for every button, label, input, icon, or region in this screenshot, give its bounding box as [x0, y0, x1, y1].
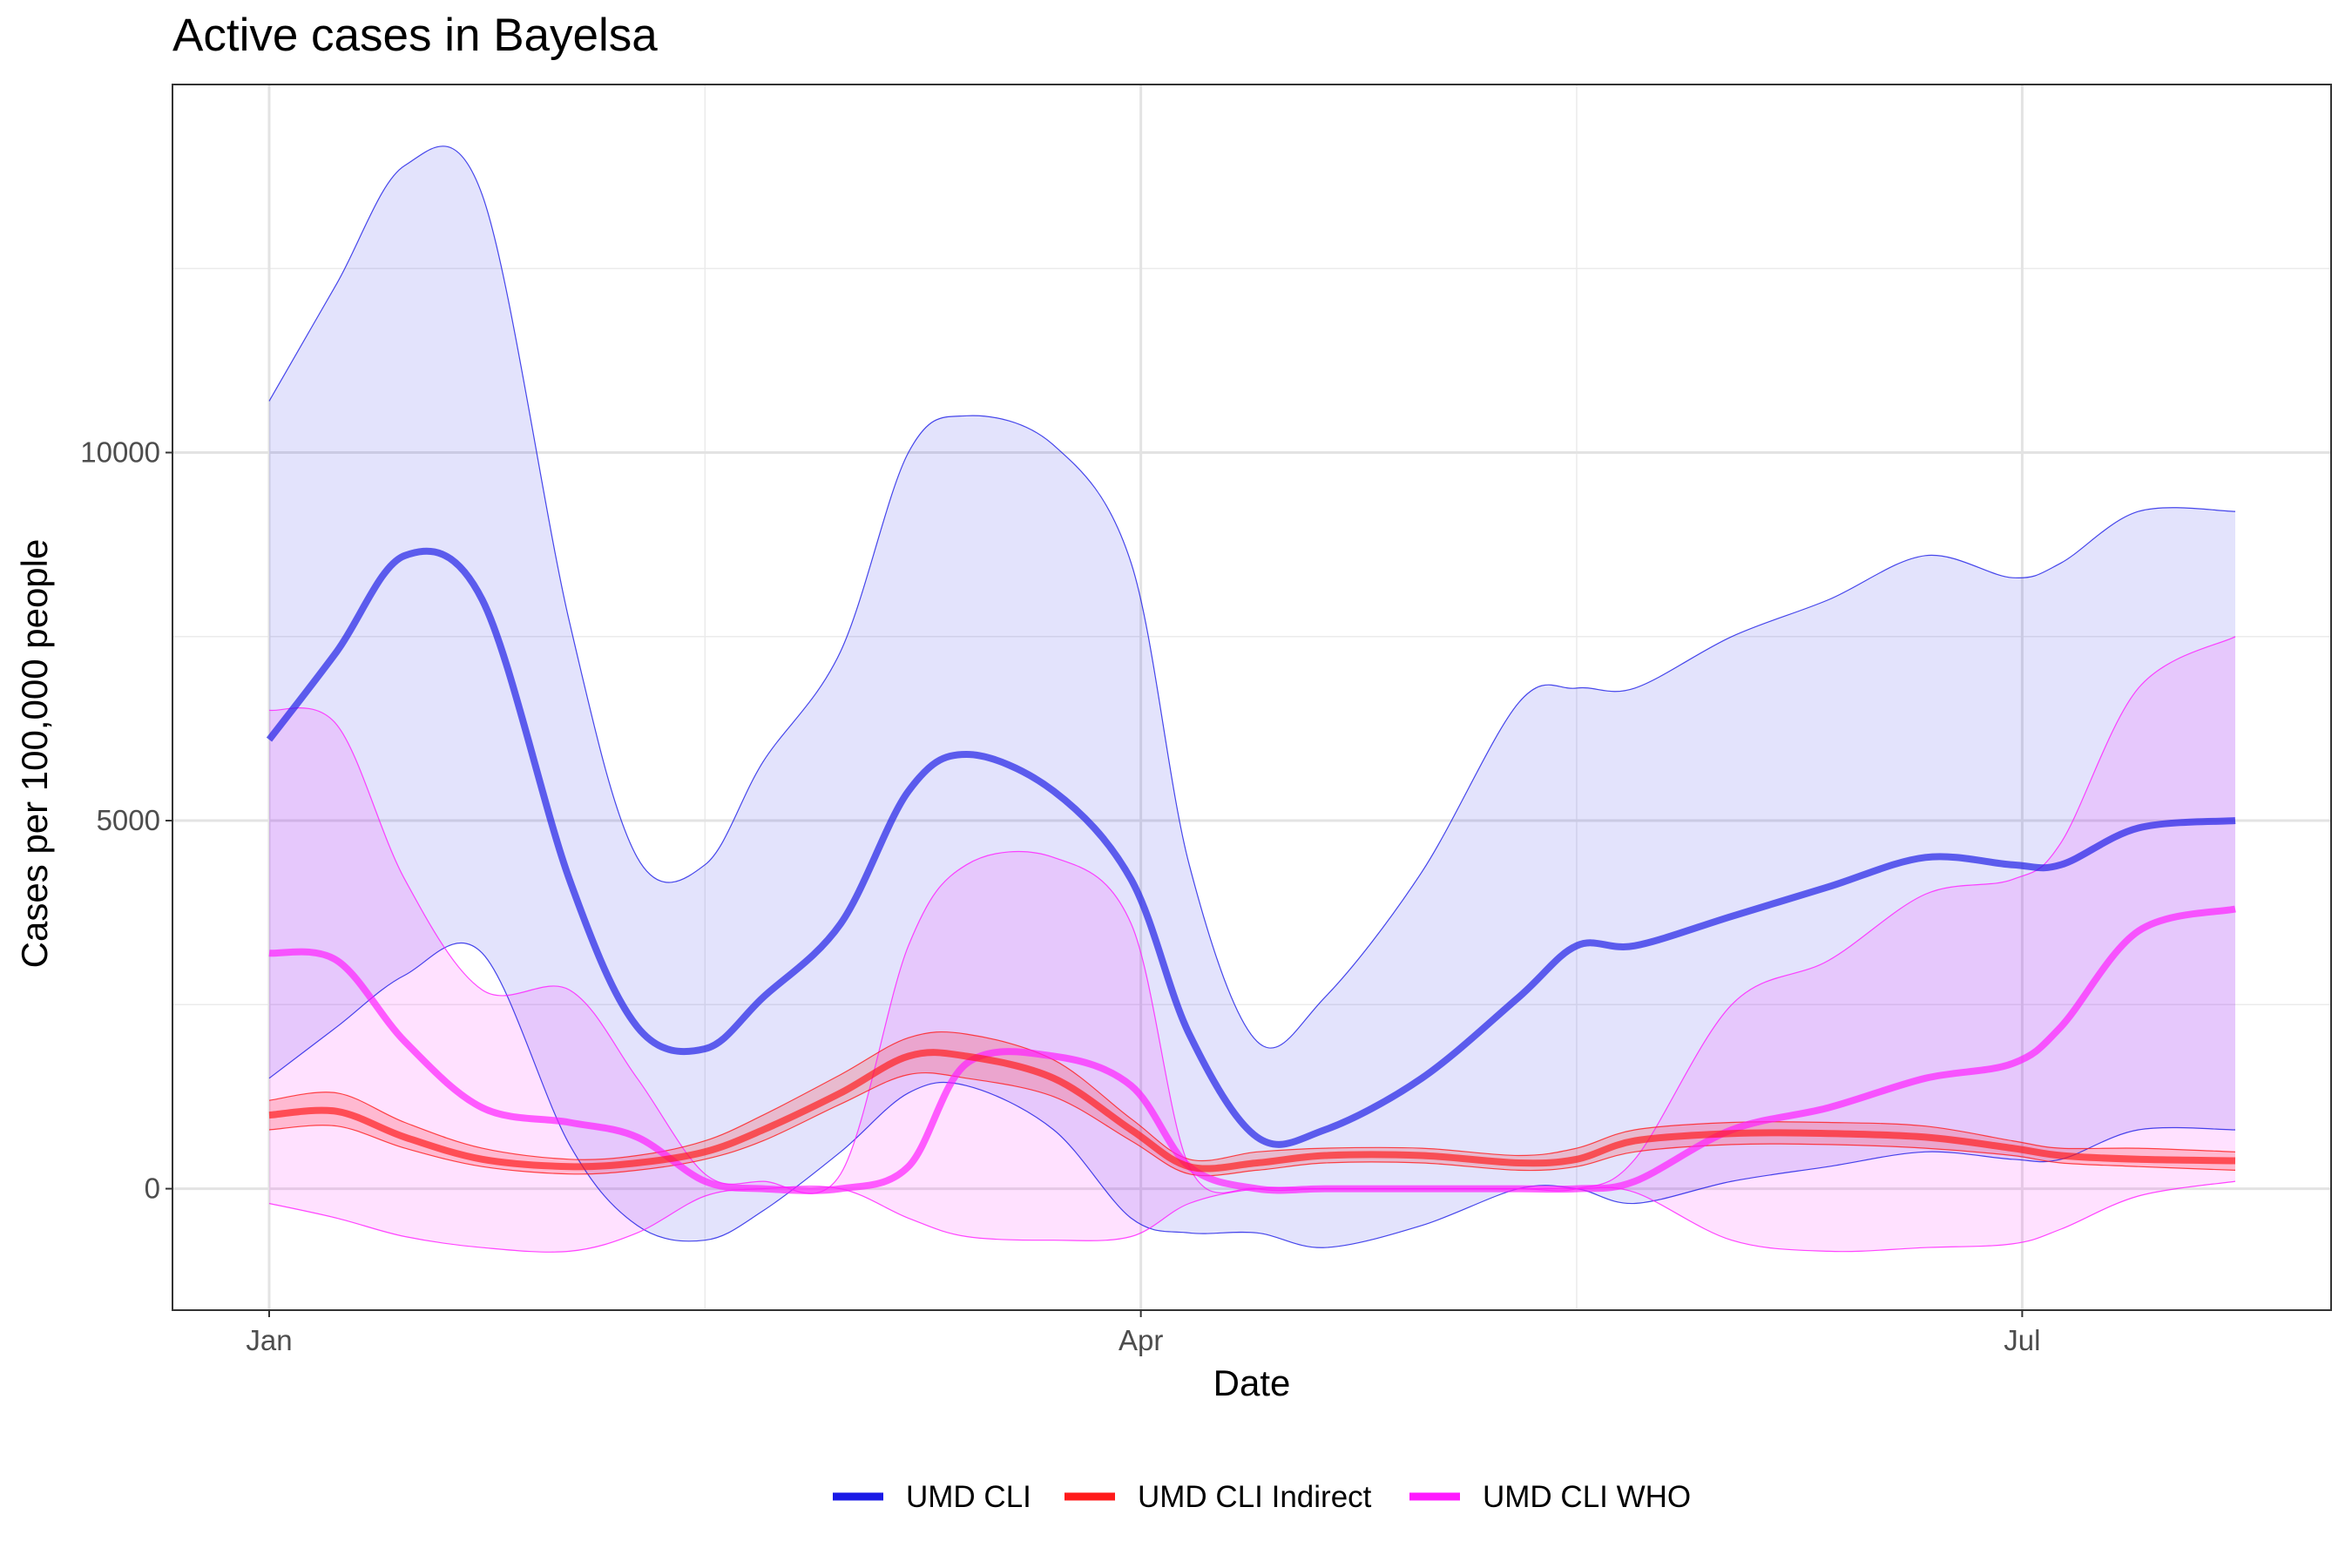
umd-cli-indirect-band	[269, 1031, 2235, 1176]
umd-cli-band	[269, 145, 2235, 1248]
plot-panel	[172, 84, 2331, 1310]
confidence-bands	[269, 145, 2235, 1253]
minor-gridlines	[172, 84, 2331, 1310]
series-lines	[266, 547, 2236, 1194]
umd-cli-who-band	[269, 636, 2235, 1253]
umd-cli-band-upper	[268, 145, 2236, 1049]
y-tick-label: 0	[145, 1173, 160, 1205]
x-tick-label: Apr	[1119, 1324, 1163, 1356]
umd-cli-who-band-lower	[268, 1180, 2236, 1253]
umd-cli-indirect-line	[268, 1049, 2236, 1173]
legend-item-umd-cli-indirect: UMD CLI Indirect	[1064, 1480, 1372, 1514]
x-axis-title: Date	[1213, 1362, 1291, 1403]
y-tick-label: 5000	[97, 804, 160, 836]
x-tick-label: Jan	[246, 1324, 292, 1356]
y-axis-title: Cases per 100,000 people	[14, 539, 55, 969]
legend-label-umd-cli: UMD CLI	[906, 1480, 1031, 1514]
umd-cli-band-lower	[268, 942, 2236, 1248]
legend-item-umd-cli: UMD CLI	[833, 1480, 1031, 1514]
umd-cli-who-band-upper	[268, 636, 2236, 1194]
legend-item-umd-cli-who: UMD CLI WHO	[1409, 1480, 1691, 1514]
x-axis: Jan Apr Jul	[246, 1310, 2040, 1356]
x-tick-label: Jul	[2004, 1324, 2040, 1356]
legend: UMD CLI UMD CLI Indirect UMD CLI WHO	[833, 1480, 1691, 1514]
y-axis: 0 5000 10000	[80, 436, 172, 1205]
chart-title: Active cases in Bayelsa	[172, 10, 658, 61]
legend-label-umd-cli-indirect: UMD CLI Indirect	[1138, 1480, 1372, 1514]
major-gridlines	[172, 84, 2331, 1310]
legend-label-umd-cli-who: UMD CLI WHO	[1483, 1480, 1691, 1514]
plot-panel-border	[172, 84, 2332, 1311]
y-tick-label: 10000	[80, 436, 160, 469]
umd-cli-line	[266, 547, 2236, 1148]
umd-cli-indirect-band-upper	[268, 1031, 2236, 1162]
